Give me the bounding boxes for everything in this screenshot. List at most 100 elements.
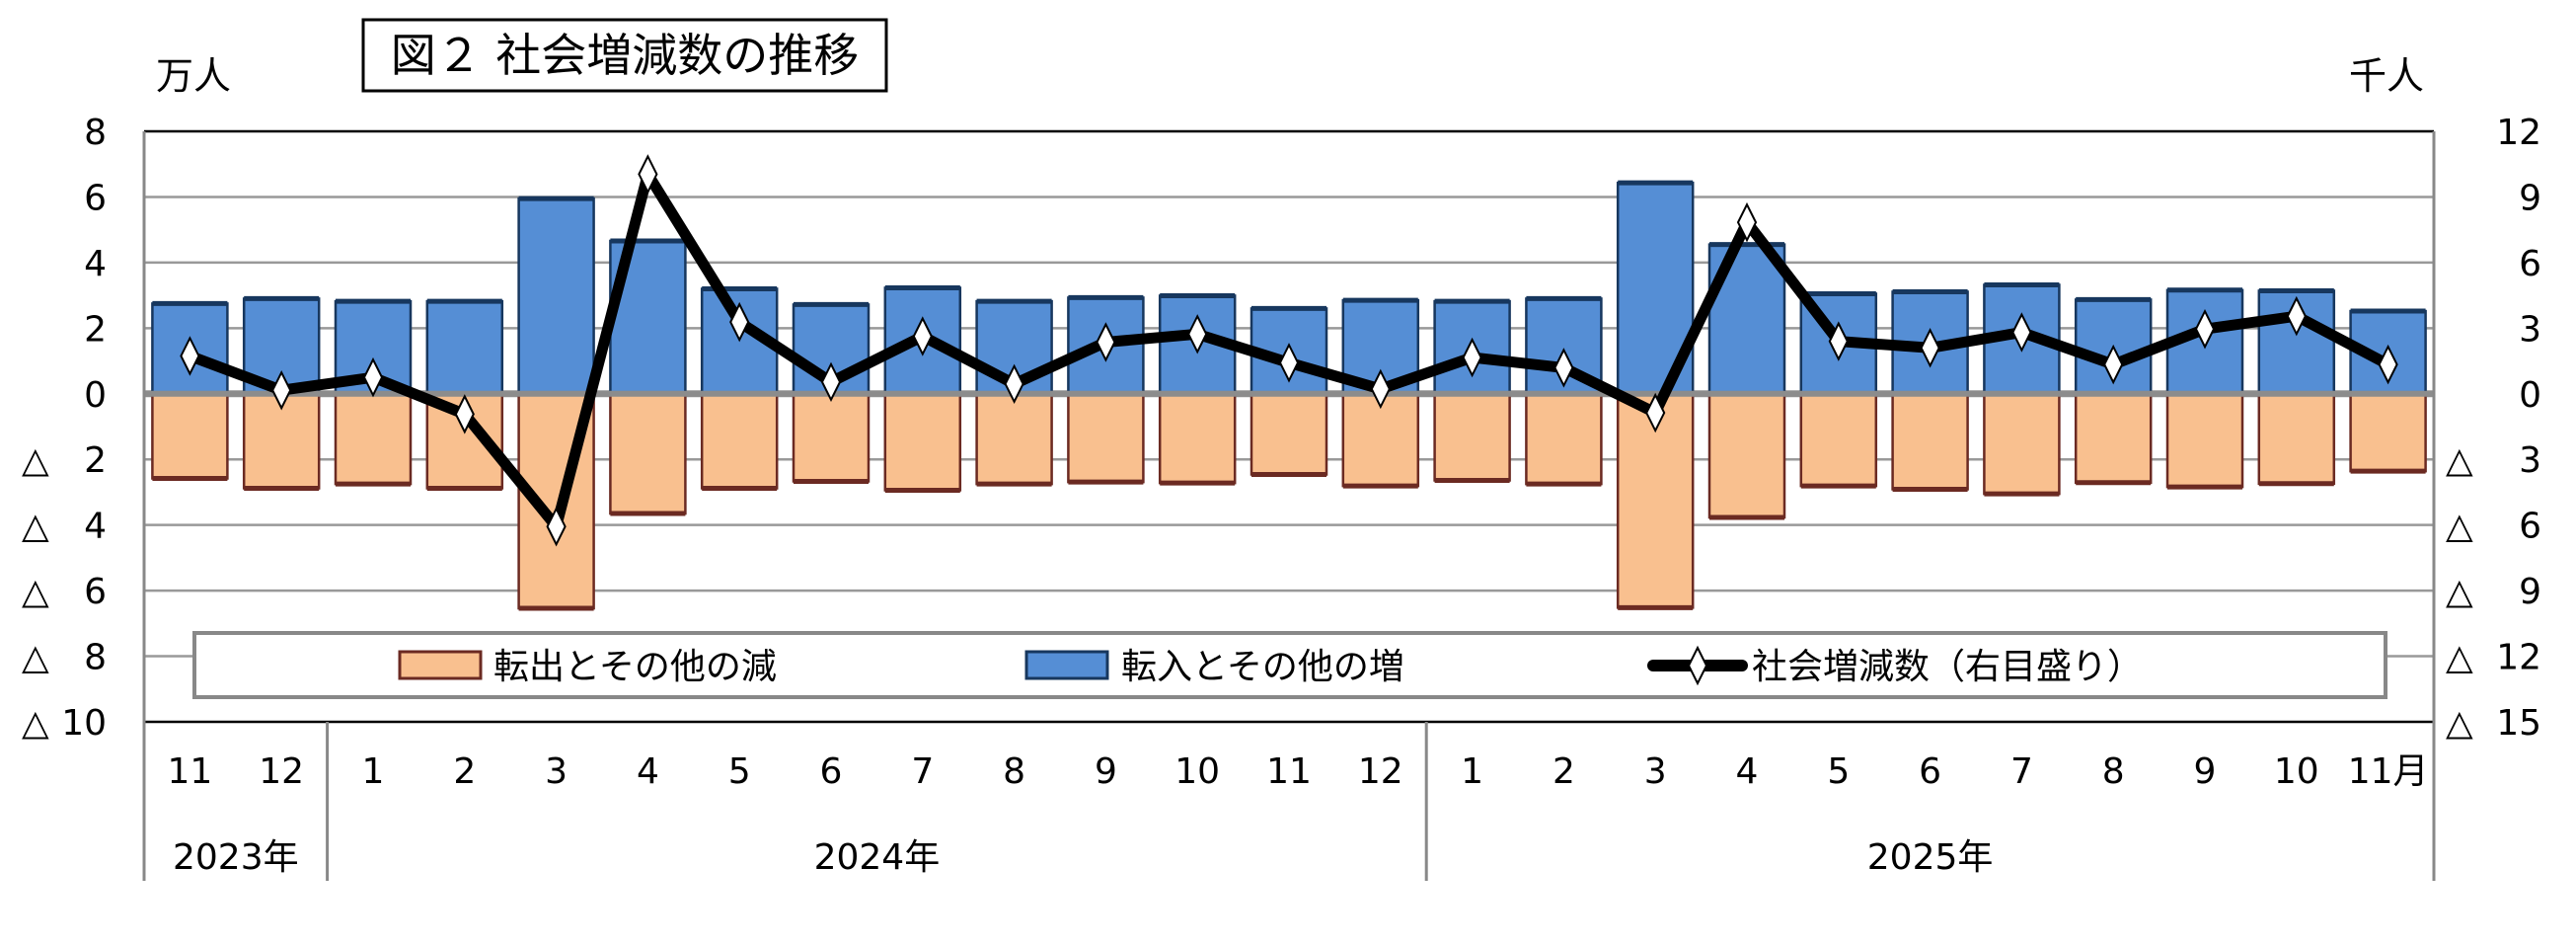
right-tick-triangle: △ [2446, 572, 2473, 612]
bars [144, 180, 2434, 611]
right-tick-label: 15 [2496, 703, 2541, 744]
right-tick-label: 9 [2519, 178, 2541, 218]
bar-outflow-10 [1067, 392, 1145, 484]
legend-label-net: 社会増減数（右目盛り） [1752, 647, 2143, 687]
net-point-marker-0 [180, 336, 200, 376]
net-line [180, 154, 2398, 547]
bar-outflow-5 [609, 392, 687, 515]
bar-outflow-21 [2074, 392, 2153, 485]
net-point-marker-14 [1462, 337, 1482, 378]
month-label: 2 [453, 751, 476, 792]
month-label: 9 [2194, 751, 2217, 792]
net-point-marker-18 [1828, 321, 1849, 361]
legend-label-inflow: 転入とその他の増 [1121, 647, 1404, 687]
bar-outflow-23 [2257, 392, 2336, 486]
month-label: 1 [362, 751, 385, 792]
left-tick-label: 6 [84, 572, 107, 612]
net-point-marker-19 [1920, 328, 1940, 368]
net-point-marker-22 [2194, 308, 2216, 350]
right-tick-label: 3 [2519, 309, 2541, 350]
month-label: 8 [2102, 751, 2125, 792]
net-point-marker-7 [820, 361, 842, 403]
year-label: 2024年 [814, 837, 941, 878]
net-point-marker-12 [1278, 343, 1300, 383]
right-tick-triangle: △ [2446, 507, 2473, 547]
net-point-marker-21 [2103, 344, 2124, 385]
bar-outflow-2 [334, 392, 413, 486]
left-tick-label: 8 [84, 638, 107, 678]
chart-title: 図２ 社会増減数の推移 [391, 29, 860, 82]
month-label: 10 [2274, 751, 2319, 792]
right-tick-label: 6 [2519, 507, 2541, 547]
net-point-marker-10 [1096, 322, 1116, 362]
right-tick-label: 3 [2519, 440, 2541, 481]
legend-swatch-outflow [398, 650, 483, 680]
net-point-marker-20 [2011, 312, 2032, 353]
month-label: 4 [637, 751, 659, 792]
net-point-marker-16 [1645, 392, 1666, 434]
net-point-marker-8 [912, 316, 933, 356]
legend: 転出とその他の減 転入とその他の増 社会増減数（右目盛り） [192, 631, 2387, 699]
right-tick-label: 9 [2519, 572, 2541, 612]
month-label: 2 [1553, 751, 1575, 792]
right-tick-label: 0 [2519, 375, 2541, 416]
left-tick-triangle: △ [22, 572, 49, 612]
bar-outflow-15 [1525, 392, 1603, 486]
year-label: 2023年 [173, 837, 299, 878]
bar-outflow-18 [1799, 392, 1878, 488]
net-point-marker-23 [2286, 295, 2307, 337]
left-tick-triangle: △ [22, 638, 49, 678]
year-label: 2025年 [1867, 837, 1994, 878]
bar-outflow-12 [1250, 392, 1328, 476]
month-label: 11 [1266, 751, 1312, 792]
net-point-marker-3 [454, 394, 475, 434]
left-tick-label: 2 [84, 440, 107, 481]
net-point-marker-9 [1004, 363, 1024, 405]
net-point-marker-15 [1553, 348, 1574, 388]
bar-outflow-24 [2349, 392, 2427, 473]
bar-outflow-8 [883, 392, 962, 492]
month-label: 6 [820, 751, 843, 792]
right-tick-label: 12 [2496, 638, 2541, 678]
right-tick-triangle: △ [2446, 703, 2473, 744]
legend-swatch-inflow [1024, 650, 1109, 680]
left-tick-label: 4 [84, 507, 107, 547]
left-tick-triangle: △ [22, 440, 49, 481]
bar-outflow-20 [1983, 392, 2061, 496]
month-label: 9 [1095, 751, 1117, 792]
month-label: 5 [1827, 751, 1850, 792]
net-point-marker-17 [1736, 201, 1758, 243]
bar-outflow-0 [151, 392, 229, 480]
legend-diamond-marker [1687, 645, 1708, 686]
title-box [361, 18, 888, 93]
left-tick-triangle: △ [22, 703, 49, 744]
legend-label-outflow: 転出とその他の減 [493, 647, 777, 687]
bar-outflow-17 [1707, 392, 1786, 519]
net-point-marker-6 [729, 301, 750, 343]
left-tick-label: 8 [84, 113, 107, 153]
right-tick-label: 6 [2519, 244, 2541, 284]
bar-inflow-4 [517, 197, 595, 396]
right-tick-triangle: △ [2446, 638, 2473, 678]
bar-outflow-7 [792, 392, 871, 483]
month-label: 11 [167, 751, 212, 792]
left-tick-triangle: △ [22, 507, 49, 547]
right-tick-label: 12 [2496, 113, 2541, 153]
left-tick-label: 6 [84, 178, 107, 218]
net-point-marker-13 [1370, 368, 1391, 410]
bar-outflow-14 [1433, 392, 1511, 482]
month-label: 4 [1736, 751, 1759, 792]
month-label: 5 [728, 751, 751, 792]
month-label: 1 [1461, 751, 1483, 792]
left-axis-unit: 万人 [156, 54, 231, 98]
net-point-marker-2 [362, 356, 384, 398]
left-tick-label: 0 [84, 375, 107, 416]
left-tick-label: 4 [84, 244, 107, 284]
month-label: 3 [1644, 751, 1667, 792]
bar-inflow-3 [425, 299, 504, 396]
month-label: 3 [545, 751, 568, 792]
month-label: 6 [1919, 751, 1941, 792]
month-label: 7 [2010, 751, 2033, 792]
legend-box [192, 631, 2387, 699]
